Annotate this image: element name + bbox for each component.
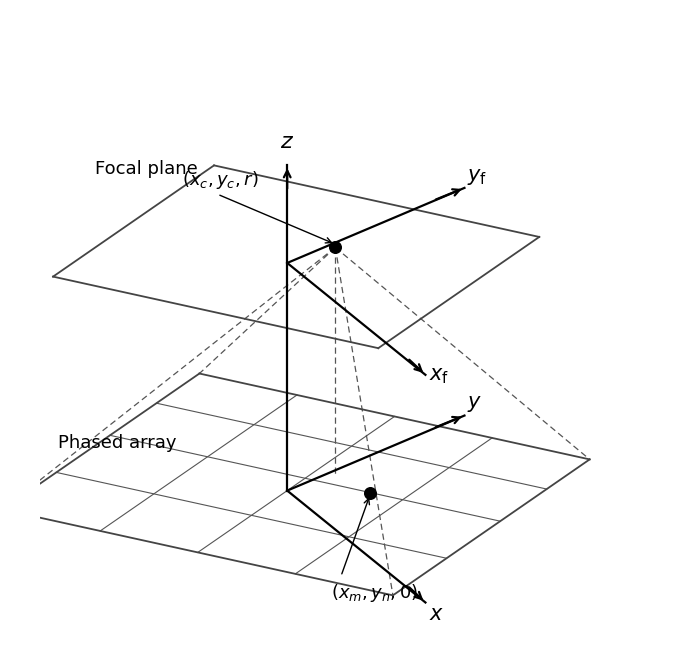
Text: $z$: $z$ [280, 133, 295, 152]
Text: $(x_c, y_c, r)$: $(x_c, y_c, r)$ [182, 169, 258, 191]
Text: $(x_m, y_n, 0)$: $(x_m, y_n, 0)$ [331, 582, 418, 604]
Text: Phased array: Phased array [58, 434, 177, 453]
Text: $\mathbf{\mathit{y}}$: $\mathbf{\mathit{y}}$ [467, 394, 482, 414]
Text: Focal plane: Focal plane [95, 159, 198, 178]
Text: $y_\mathrm{f}$: $y_\mathrm{f}$ [467, 167, 487, 186]
Text: $x$: $x$ [429, 604, 444, 625]
Text: $x_\mathrm{f}$: $x_\mathrm{f}$ [429, 366, 449, 386]
Point [330, 242, 341, 253]
Point [364, 487, 375, 498]
